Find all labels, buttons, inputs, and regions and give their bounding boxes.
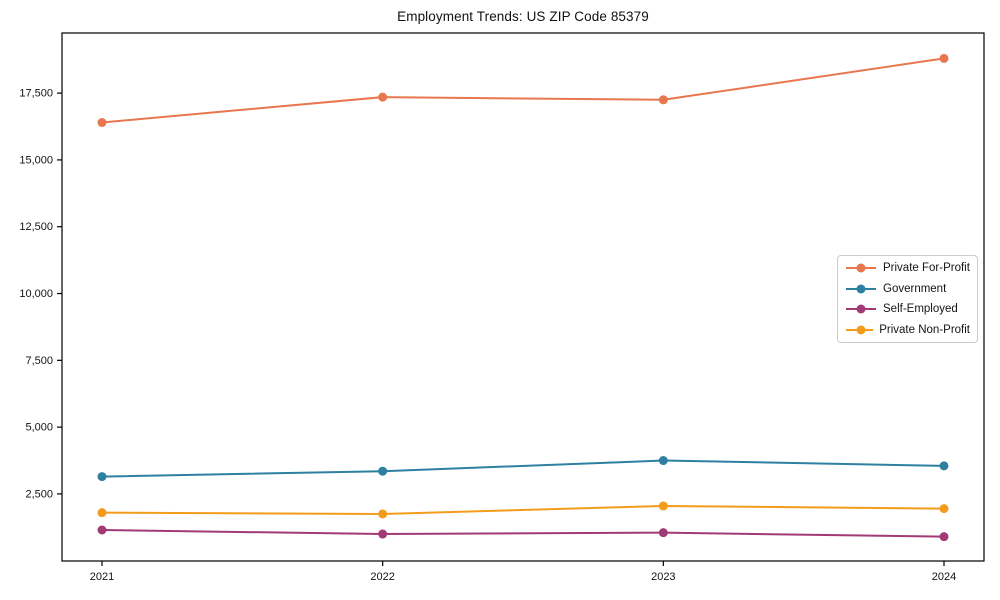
x-tick-label-2021: 2021 — [90, 571, 114, 583]
legend-item-government: Government — [845, 279, 970, 300]
y-tick-label: 5,000 — [25, 422, 53, 434]
data-point-private-non-profit-2023 — [658, 501, 668, 511]
legend-marker-self-employed — [846, 304, 876, 314]
legend-item-self-employed: Self-Employed — [845, 299, 970, 320]
legend-marker-private-non-profit — [846, 325, 874, 335]
y-tick-label: 2,500 — [25, 488, 53, 500]
data-point-government-2021 — [97, 472, 107, 482]
data-point-private-for-profit-2024 — [939, 53, 949, 63]
series-line-government — [101, 459, 945, 478]
y-tick-label: 12,500 — [19, 221, 53, 233]
data-point-private-non-profit-2024 — [939, 504, 949, 514]
data-point-government-2024 — [939, 461, 949, 471]
legend-marker-government — [846, 284, 876, 294]
data-point-self-employed-2022 — [378, 529, 388, 539]
legend-label-self-employed: Self-Employed — [883, 303, 958, 316]
chart-title: Employment Trends: US ZIP Code 85379 — [397, 9, 649, 24]
series-line-private-for-profit — [101, 57, 945, 124]
y-tick-label: 10,000 — [19, 288, 53, 300]
data-point-private-for-profit-2023 — [658, 95, 668, 105]
legend-item-private-non-profit: Private Non-Profit — [845, 320, 970, 341]
legend-item-private-for-profit: Private For-Profit — [845, 258, 970, 279]
data-point-government-2023 — [658, 456, 668, 466]
chart-legend: Private For-Profit Government Self-Employe… — [837, 255, 978, 343]
data-point-self-employed-2023 — [658, 528, 668, 538]
x-tick-label-2022: 2022 — [370, 571, 394, 583]
legend-label-government: Government — [883, 282, 947, 295]
data-point-self-employed-2024 — [939, 532, 949, 542]
x-tick-label-2024: 2024 — [932, 571, 956, 583]
y-tick-label: 17,500 — [19, 88, 53, 100]
data-point-government-2022 — [378, 466, 388, 476]
x-tick-label-2023: 2023 — [651, 571, 675, 583]
y-tick-label: 15,000 — [19, 154, 53, 166]
data-point-private-non-profit-2022 — [378, 509, 388, 519]
series-line-self-employed — [101, 529, 945, 538]
series-line-private-non-profit — [101, 504, 945, 515]
axes-frame — [61, 32, 985, 562]
data-point-private-non-profit-2021 — [97, 508, 107, 518]
data-point-private-for-profit-2021 — [97, 118, 107, 128]
y-tick-label: 7,500 — [25, 355, 53, 367]
data-point-self-employed-2021 — [97, 525, 107, 535]
legend-marker-private-for-profit — [846, 263, 876, 273]
legend-label-private-for-profit: Private For-Profit — [883, 262, 970, 275]
legend-label-private-non-profit: Private Non-Profit — [879, 323, 970, 336]
data-point-private-for-profit-2022 — [378, 92, 388, 102]
